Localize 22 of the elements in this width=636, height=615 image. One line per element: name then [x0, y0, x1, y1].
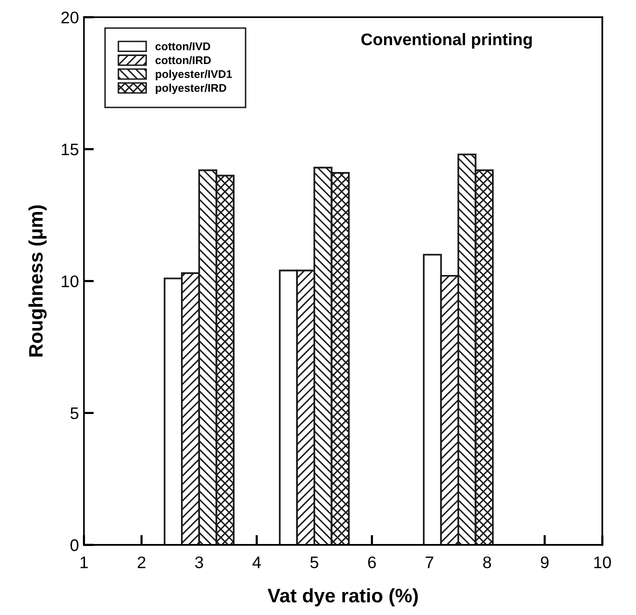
y-tick-label: 5 — [70, 408, 78, 420]
y-axis-title: Roughness (μm) — [28, 205, 47, 356]
x-tick-label: 10 — [594, 556, 611, 568]
x-tick-label: 8 — [483, 556, 492, 568]
legend-label: polyester/IRD — [156, 84, 226, 94]
x-tick-label: 6 — [368, 556, 376, 568]
y-tick-label: 10 — [62, 275, 78, 288]
x-tick-label: 5 — [310, 556, 318, 568]
y-tick-label: 15 — [62, 144, 78, 156]
legend-label: cotton/IRD — [155, 56, 211, 64]
x-tick-label: 3 — [195, 556, 204, 568]
x-tick-label: 7 — [426, 556, 434, 568]
x-tick-label: 4 — [252, 556, 261, 568]
x-tick-label: 1 — [80, 556, 88, 568]
y-tick-label: 20 — [61, 12, 78, 24]
y-tick-label: 0 — [70, 539, 78, 552]
x-tick-label: 9 — [540, 556, 549, 568]
x-axis-title: Vat dye ratio (%) — [268, 588, 418, 606]
legend-label: polyester/IVD1 — [156, 70, 232, 80]
legend-label: cotton/IVD — [155, 42, 210, 50]
x-tick-label: 2 — [138, 556, 146, 568]
text: Conventional printing — [361, 33, 532, 49]
